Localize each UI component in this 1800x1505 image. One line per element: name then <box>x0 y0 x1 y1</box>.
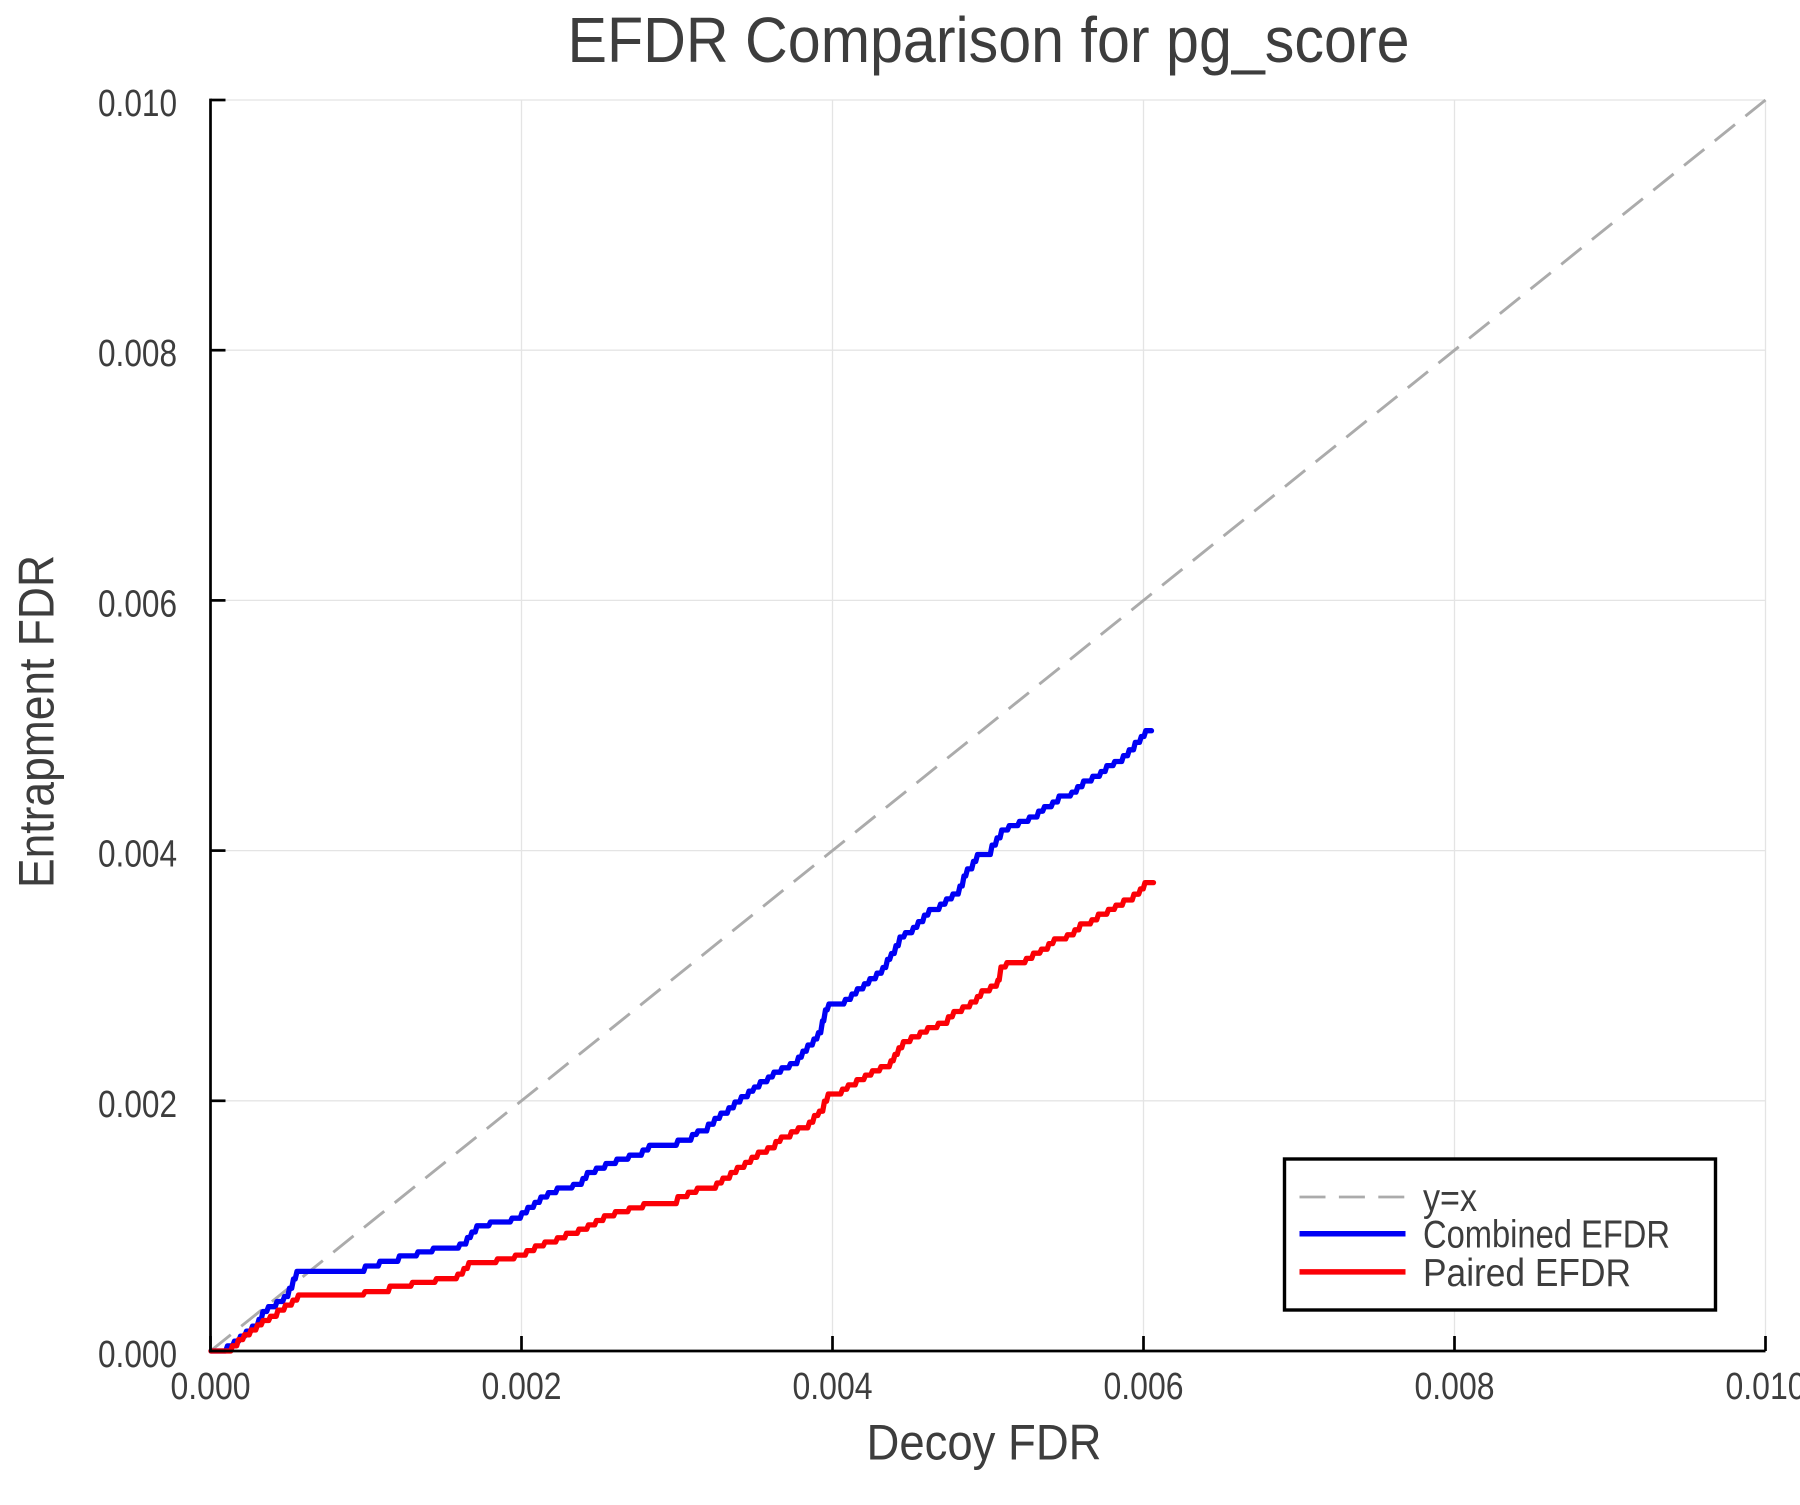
svg-text:0.004: 0.004 <box>793 1366 873 1408</box>
svg-text:0.010: 0.010 <box>98 83 177 125</box>
svg-text:0.008: 0.008 <box>1415 1366 1495 1408</box>
svg-text:EFDR Comparison for pg_score: EFDR Comparison for pg_score <box>568 4 1410 76</box>
svg-text:Decoy FDR: Decoy FDR <box>867 1415 1102 1471</box>
svg-text:0.008: 0.008 <box>98 333 177 375</box>
svg-text:Combined EFDR: Combined EFDR <box>1423 1214 1670 1257</box>
svg-text:Paired EFDR: Paired EFDR <box>1423 1252 1631 1295</box>
svg-text:Entrapment FDR: Entrapment FDR <box>9 555 65 888</box>
svg-text:0.000: 0.000 <box>98 1334 177 1376</box>
svg-text:0.006: 0.006 <box>98 583 177 625</box>
svg-text:0.004: 0.004 <box>98 834 177 876</box>
svg-text:0.006: 0.006 <box>1104 1366 1184 1408</box>
svg-text:0.000: 0.000 <box>171 1366 251 1408</box>
svg-text:0.010: 0.010 <box>1726 1366 1800 1408</box>
svg-text:0.002: 0.002 <box>98 1084 177 1126</box>
svg-text:0.002: 0.002 <box>482 1366 562 1408</box>
